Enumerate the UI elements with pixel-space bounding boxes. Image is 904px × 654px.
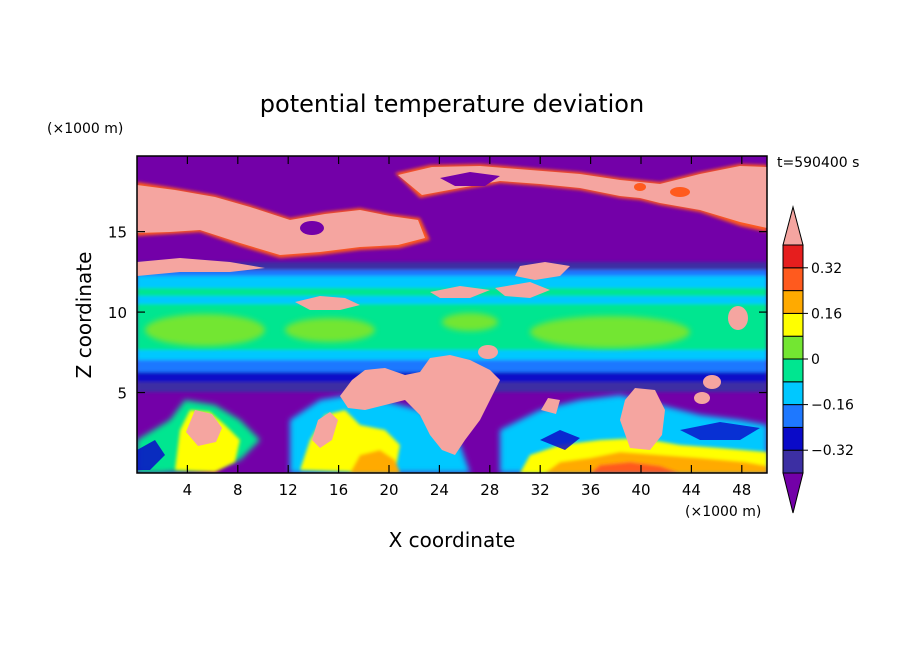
colorbar-swatch (782, 404, 804, 428)
x-axis-label: X coordinate (389, 528, 516, 552)
time-label: t=590400 s (777, 155, 859, 171)
y-unit-label: (×1000 m) (47, 121, 123, 137)
colorbar: −0.32 −0.16 0 0.16 0.32 (782, 205, 854, 514)
x-tick-label: 44 (682, 481, 701, 499)
x-tick-label: 16 (329, 481, 348, 499)
x-tick-label: 32 (531, 481, 550, 499)
x-tick-label: 40 (631, 481, 650, 499)
y-tick-label: 15 (108, 224, 127, 242)
colorbar-swatch (782, 267, 804, 292)
colorbar-over-triangle (782, 205, 804, 246)
colorbar-label: 0 (811, 352, 820, 368)
x-axis-ticks: 4 8 12 16 20 24 28 32 36 40 44 48 (183, 156, 751, 499)
x-tick-label: 20 (379, 481, 398, 499)
x-tick-label: 4 (183, 481, 193, 499)
plot-frame (136, 155, 768, 474)
colorbar-under-triangle (782, 472, 804, 514)
y-tick-label: 10 (108, 304, 127, 322)
colorbar-swatch (782, 358, 804, 383)
x-tick-label: 12 (279, 481, 298, 499)
chart-title: potential temperature deviation (260, 90, 644, 118)
x-tick-label: 48 (732, 481, 751, 499)
colorbar-swatch (782, 335, 804, 360)
y-axis-ticks: 5 10 15 (108, 224, 767, 403)
colorbar-label: 0.16 (811, 306, 842, 322)
colorbar-swatch (782, 381, 804, 406)
colorbar-swatch (782, 312, 804, 337)
colorbar-swatch (782, 426, 804, 451)
x-tick-label: 36 (581, 481, 600, 499)
colorbar-label: −0.16 (811, 398, 854, 414)
colorbar-swatch (782, 290, 804, 314)
x-unit-label: (×1000 m) (685, 504, 761, 520)
colorbar-swatch (782, 244, 804, 269)
colorbar-swatch (782, 449, 804, 474)
x-tick-label: 28 (480, 481, 499, 499)
colorbar-label: 0.32 (811, 261, 842, 277)
y-axis-label: Z coordinate (72, 252, 96, 379)
x-tick-label: 24 (430, 481, 449, 499)
colorbar-label: −0.32 (811, 443, 854, 459)
contour-field (137, 156, 767, 473)
x-tick-label: 8 (233, 481, 243, 499)
y-tick-label: 5 (117, 385, 127, 403)
